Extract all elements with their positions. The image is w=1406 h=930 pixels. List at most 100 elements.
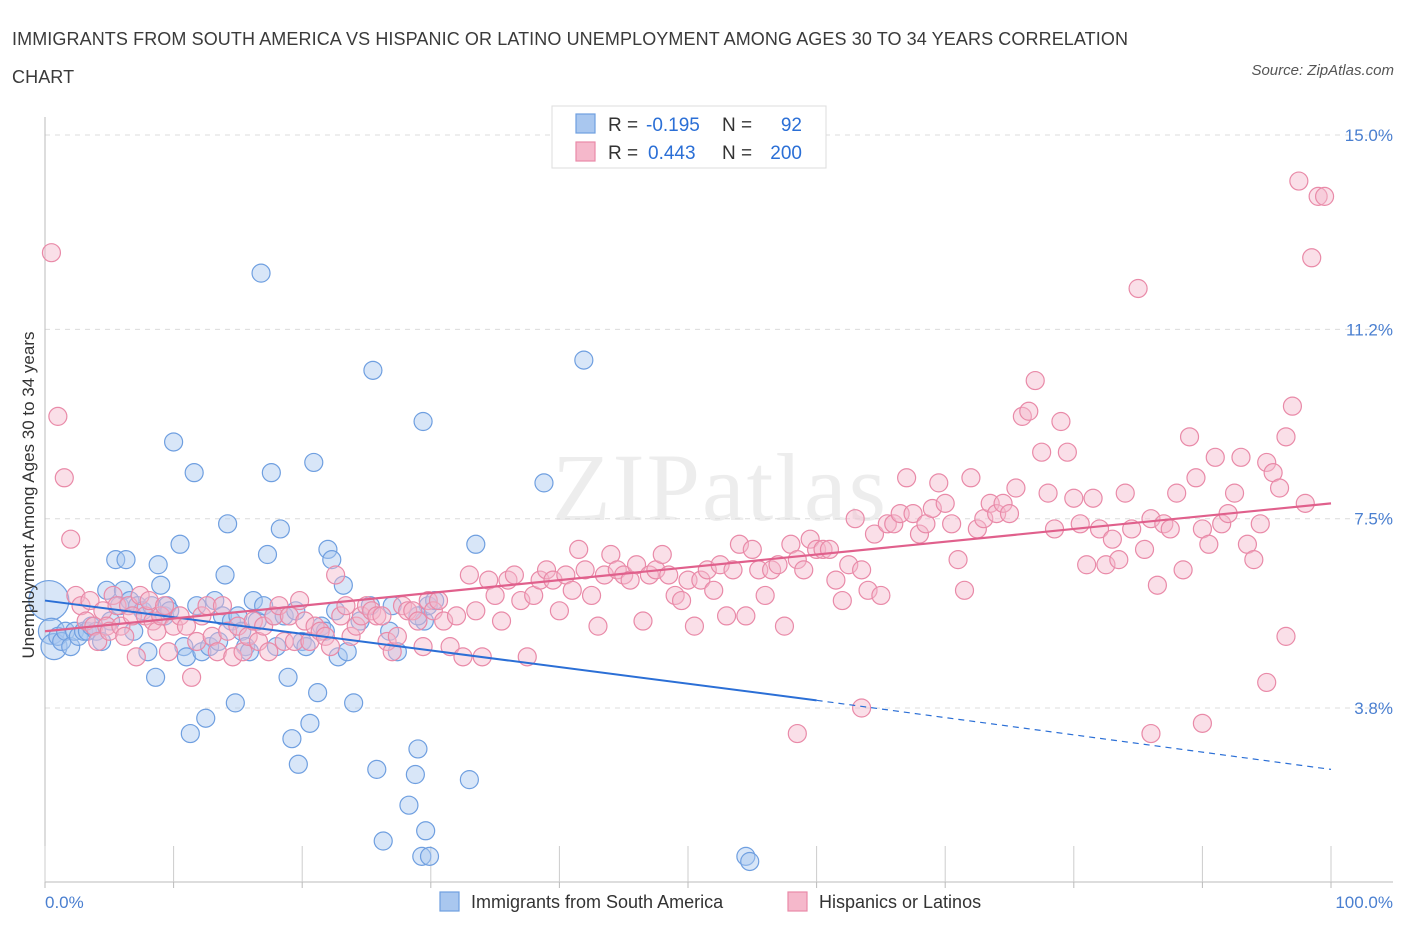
hispanics-point <box>1244 550 1264 570</box>
immigrants-point <box>412 846 432 866</box>
immigrants-point <box>145 667 166 687</box>
hispanics-point <box>877 514 897 534</box>
immigrants-point <box>459 770 479 790</box>
hispanics-point <box>1012 406 1032 426</box>
hispanics-point <box>1302 248 1322 268</box>
legend-r-value: 0.443 <box>648 143 696 164</box>
immigrants-point <box>408 606 428 626</box>
hispanics-point <box>826 570 846 590</box>
immigrants-point <box>344 693 364 713</box>
hispanics-trend-line <box>44 502 1332 633</box>
hispanics-point <box>115 626 135 646</box>
hispanics-point <box>1038 483 1058 503</box>
immigrants-point <box>574 350 594 370</box>
hispanics-point <box>504 565 524 585</box>
hispanics-point <box>755 585 775 606</box>
y-tick-label: 11.2% <box>1346 320 1393 339</box>
hispanics-point <box>207 642 227 662</box>
hispanics-point <box>1077 555 1097 575</box>
hispanics-point <box>202 626 222 646</box>
hispanics-point <box>1186 468 1206 488</box>
y-axis-label: Unemployment Among Ages 30 to 34 years <box>19 332 38 659</box>
stats-legend: R = -0.195 N = 92 R = 0.443 N = 200 <box>551 105 827 169</box>
immigrants-point <box>413 411 433 432</box>
immigrants-point <box>296 637 316 657</box>
hispanics-point <box>398 601 418 621</box>
hispanics-point <box>300 631 320 652</box>
hispanics-point <box>428 590 449 611</box>
immigrants-point <box>408 739 428 759</box>
immigrants-point <box>322 550 342 570</box>
source-label: Source: ZipAtlas.com <box>1251 62 1394 79</box>
hispanics-point <box>423 601 443 621</box>
hispanics-point <box>549 601 570 621</box>
hispanics-point <box>103 585 123 606</box>
immigrants-trend-extension <box>816 699 1332 770</box>
hispanics-point <box>761 560 782 580</box>
hispanics-point <box>1205 447 1225 467</box>
y-tick-label: 15.0% <box>1345 126 1393 145</box>
immigrants-point <box>418 596 438 616</box>
immigrants-point <box>257 544 278 565</box>
hispanics-point <box>351 606 371 626</box>
hispanics-point <box>845 509 865 529</box>
hispanics-point <box>909 524 930 544</box>
hispanics-point <box>1064 488 1084 508</box>
hispanics-point <box>434 611 454 631</box>
hispanics-point <box>99 621 119 641</box>
hispanics-point <box>961 468 981 488</box>
immigrants-point <box>282 729 302 749</box>
hispanics-point <box>871 585 891 606</box>
hispanics-point <box>922 498 942 519</box>
hispanics-point <box>408 611 428 631</box>
hispanics-point <box>884 514 904 534</box>
immigrants-point <box>736 846 756 866</box>
hispanics-point <box>403 601 423 621</box>
immigrants-point <box>251 263 271 283</box>
hispanics-point <box>1308 186 1328 206</box>
immigrants-point <box>106 550 126 570</box>
hispanics-point <box>331 606 351 626</box>
immigrants-point <box>215 565 235 585</box>
immigrants-point <box>225 693 245 713</box>
immigrants-point <box>288 754 308 774</box>
immigrants-point <box>116 550 136 570</box>
hispanics-point <box>742 539 762 560</box>
hispanics-point <box>93 601 113 621</box>
hispanics-point <box>154 596 175 616</box>
hispanics-point <box>254 616 274 636</box>
immigrants-point <box>212 606 233 626</box>
hispanics-point <box>1147 575 1167 595</box>
tick-labels: 3.8% 7.5% 11.2% 15.0% 0.0% 100.0% <box>45 126 1393 912</box>
hispanics-point <box>367 606 387 626</box>
legend-n-value: 200 <box>770 143 802 164</box>
legend-swatch-immigrants <box>439 891 460 912</box>
immigrants-point <box>333 575 353 595</box>
immigrants-point <box>97 580 117 600</box>
hispanics-point <box>948 550 968 570</box>
hispanics-point <box>372 606 392 626</box>
hispanics-point <box>269 596 289 616</box>
hispanics-point <box>130 585 150 606</box>
hispanics-point <box>588 616 608 636</box>
hispanics-point <box>575 560 595 580</box>
hispanics-point <box>485 585 505 606</box>
hispanics-point <box>1070 514 1090 534</box>
immigrants-point <box>61 637 81 657</box>
legend-swatch-pink <box>575 141 596 162</box>
hispanics-point <box>581 585 602 606</box>
hispanics-point <box>1289 171 1309 191</box>
hispanics-point <box>182 667 202 687</box>
hispanics-point <box>356 596 377 616</box>
hispanics-point <box>800 529 820 549</box>
hispanics-point <box>336 596 356 616</box>
hispanics-point <box>999 503 1020 524</box>
hispanics-point <box>536 560 557 580</box>
axes <box>44 117 1393 888</box>
hispanics-point <box>716 606 737 626</box>
hispanics-point <box>723 560 743 580</box>
hispanics-point <box>466 601 486 621</box>
immigrants-point <box>196 708 216 728</box>
hispanics-point <box>1224 483 1245 503</box>
